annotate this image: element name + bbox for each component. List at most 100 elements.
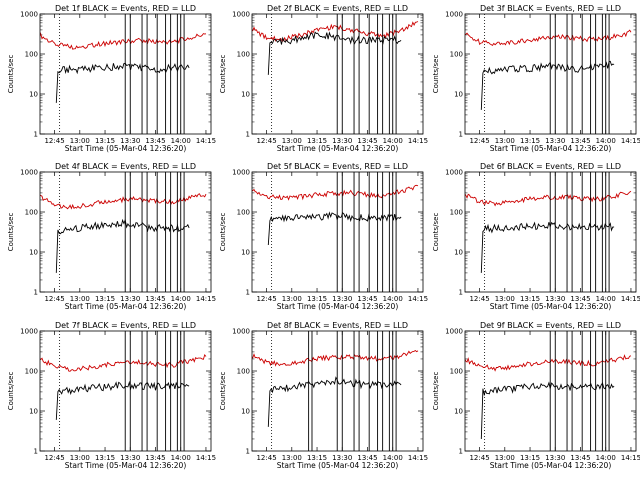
y-tick-label: 1000 — [232, 169, 250, 177]
events-series-line — [480, 221, 615, 273]
x-tick-label: 13:15 — [307, 454, 327, 462]
x-tick-label: 13:15 — [307, 295, 327, 303]
x-axis-label: Start Time (05-Mar-04 12:36:20) — [277, 302, 399, 311]
plot-frame — [464, 330, 637, 452]
events-series-line — [267, 31, 402, 75]
panel-7: Det 7f BLACK = Events, RED = LLD Counts/s… — [7, 321, 216, 470]
x-tick-label: 14:15 — [621, 454, 640, 462]
plot-frame — [251, 13, 424, 135]
x-tick-label: 13:45 — [357, 295, 377, 303]
plot-frame — [39, 13, 212, 135]
x-tick-label: 13:30 — [545, 454, 565, 462]
y-tick-label: 10 — [241, 91, 250, 99]
x-axis-label: Start Time (05-Mar-04 12:36:20) — [490, 461, 612, 470]
plot-frame — [39, 330, 212, 452]
lld-series-line — [40, 32, 207, 50]
x-tick-label: 13:30 — [120, 295, 140, 303]
y-tick-label: 1000 — [232, 328, 250, 336]
x-tick-label: 14:00 — [171, 295, 191, 303]
y-tick-label: 10 — [454, 91, 463, 99]
plot-frame — [464, 171, 637, 293]
x-tick-label: 13:30 — [545, 137, 565, 145]
x-tick-label: 14:15 — [408, 137, 428, 145]
y-tick-label: 1000 — [232, 11, 250, 19]
x-tick-label: 13:45 — [570, 454, 590, 462]
x-tick-label: 12:45 — [256, 137, 276, 145]
y-tick-label: 10 — [454, 249, 463, 257]
x-tick-label: 14:15 — [196, 137, 216, 145]
y-tick-label: 100 — [237, 368, 250, 376]
x-tick-label: 13:15 — [520, 137, 540, 145]
x-tick-label: 13:00 — [70, 137, 90, 145]
x-tick-label: 13:15 — [95, 137, 115, 145]
y-tick-label: 100 — [25, 368, 38, 376]
x-tick-label: 13:00 — [282, 454, 302, 462]
panel-1: Det 1f BLACK = Events, RED = LLD Counts/s… — [7, 4, 216, 153]
y-tick-label: 10 — [241, 408, 250, 416]
y-tick-label: 1 — [459, 289, 463, 297]
y-axis-label: Counts/sec — [432, 372, 440, 411]
x-tick-label: 13:45 — [145, 295, 165, 303]
x-tick-label: 14:00 — [596, 454, 616, 462]
y-tick-label: 10 — [454, 408, 463, 416]
x-tick-label: 14:15 — [621, 295, 640, 303]
x-tick-label: 14:00 — [596, 295, 616, 303]
events-series-line — [55, 62, 190, 103]
x-tick-label: 13:45 — [570, 137, 590, 145]
lld-series-line — [465, 190, 632, 207]
plot-frame — [464, 13, 637, 135]
y-axis-label: Counts/sec — [432, 55, 440, 94]
events-series-line — [480, 381, 615, 440]
panel-title: Det 8f BLACK = Events, RED = LLD — [267, 321, 408, 330]
lld-series-line — [40, 353, 207, 372]
panel-5: Det 5f BLACK = Events, RED = LLD Counts/s… — [219, 162, 428, 311]
x-axis-label: Start Time (05-Mar-04 12:36:20) — [65, 461, 187, 470]
panel-title: Det 1f BLACK = Events, RED = LLD — [55, 4, 196, 13]
panel-4: Det 4f BLACK = Events, RED = LLD Counts/s… — [7, 162, 216, 311]
panel-9: Det 9f BLACK = Events, RED = LLD Counts/s… — [432, 321, 640, 470]
y-tick-label: 1000 — [445, 11, 463, 19]
y-axis-label: Counts/sec — [219, 55, 227, 94]
x-axis-label: Start Time (05-Mar-04 12:36:20) — [490, 144, 612, 153]
x-tick-label: 13:30 — [120, 454, 140, 462]
x-tick-label: 13:45 — [145, 454, 165, 462]
x-tick-label: 12:45 — [44, 295, 64, 303]
y-tick-label: 1000 — [20, 169, 38, 177]
panel-title: Det 6f BLACK = Events, RED = LLD — [480, 162, 621, 171]
y-axis-label: Counts/sec — [219, 213, 227, 252]
plot-frame — [251, 330, 424, 452]
x-tick-label: 13:45 — [357, 137, 377, 145]
panel-title: Det 4f BLACK = Events, RED = LLD — [55, 162, 196, 171]
panel-8: Det 8f BLACK = Events, RED = LLD Counts/s… — [219, 321, 428, 470]
x-tick-label: 13:15 — [95, 454, 115, 462]
x-tick-label: 13:30 — [332, 295, 352, 303]
y-tick-label: 1 — [246, 448, 250, 456]
panel-3: Det 3f BLACK = Events, RED = LLD Counts/s… — [432, 4, 640, 153]
x-tick-label: 13:00 — [70, 295, 90, 303]
y-tick-label: 1 — [459, 131, 463, 139]
x-tick-label: 13:30 — [545, 295, 565, 303]
y-tick-label: 1 — [34, 448, 38, 456]
x-tick-label: 13:15 — [95, 295, 115, 303]
x-tick-label: 13:00 — [495, 137, 515, 145]
x-tick-label: 13:45 — [145, 137, 165, 145]
events-series-line — [480, 60, 615, 110]
y-tick-label: 100 — [237, 209, 250, 217]
y-tick-label: 10 — [241, 249, 250, 257]
lld-series-line — [465, 29, 632, 47]
x-tick-label: 14:15 — [196, 454, 216, 462]
x-axis-label: Start Time (05-Mar-04 12:36:20) — [490, 302, 612, 311]
x-tick-label: 13:15 — [307, 137, 327, 145]
x-tick-label: 13:30 — [332, 137, 352, 145]
y-tick-label: 10 — [29, 408, 38, 416]
lld-series-line — [252, 21, 419, 43]
x-tick-label: 12:45 — [469, 454, 489, 462]
y-tick-label: 100 — [450, 368, 463, 376]
x-tick-label: 14:15 — [408, 295, 428, 303]
x-tick-label: 13:45 — [570, 295, 590, 303]
events-series-line — [267, 211, 402, 246]
lld-series-line — [40, 193, 207, 210]
x-tick-label: 13:00 — [495, 454, 515, 462]
